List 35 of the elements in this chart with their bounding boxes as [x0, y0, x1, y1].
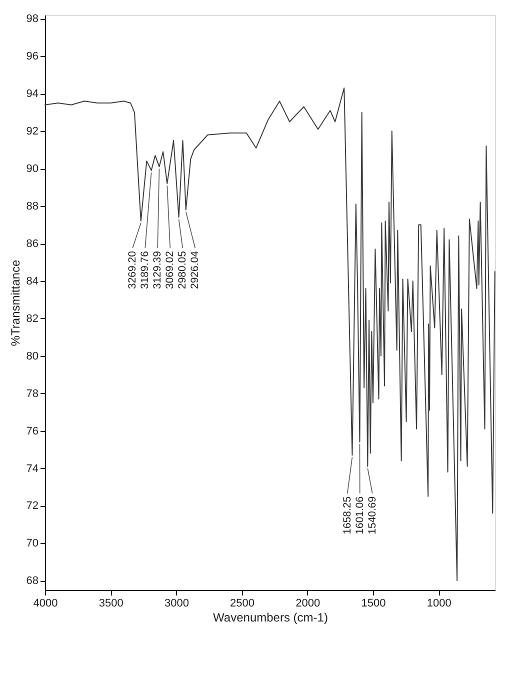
- annotation: 3189.76: [139, 250, 152, 289]
- y-tick-label: 94: [26, 88, 38, 100]
- annotation: 2926.04: [189, 250, 202, 289]
- annotation: 3069.02: [164, 250, 176, 289]
- y-tick-label: 68: [26, 575, 38, 588]
- y-tick-label: 74: [26, 462, 38, 475]
- x-tick-label: 3000: [164, 598, 189, 610]
- y-tick-label: 92: [26, 126, 38, 138]
- annotation: 1540.69: [366, 496, 378, 534]
- annotation: 2980.05: [176, 250, 189, 289]
- y-tick-label: 78: [26, 388, 38, 400]
- y-axis-title: %Transmittance: [8, 260, 22, 346]
- y-tick-label: 90: [26, 163, 38, 176]
- x-tick-label: 2000: [296, 598, 320, 610]
- annotation: 1601.06: [354, 496, 366, 534]
- line-series: [44, 88, 496, 582]
- y-tick-label: 70: [26, 538, 38, 550]
- y-tick-label: 98: [26, 13, 38, 26]
- y-tick-label: 96: [26, 50, 38, 63]
- x-tick-label: 4000: [33, 598, 58, 610]
- annotation: 1658.25: [341, 496, 354, 534]
- x-axis-title: Wavenumbers (cm-1): [213, 610, 328, 624]
- y-tick-label: 88: [26, 200, 38, 213]
- x-tick-label: 1500: [361, 598, 386, 610]
- annotation: 3269.20: [126, 250, 139, 289]
- x-tick-label: 2500: [230, 598, 255, 610]
- x-tick-label: 3500: [98, 598, 124, 610]
- x-tick-label: 1000: [426, 598, 452, 610]
- annotation: 3129.39: [152, 250, 164, 289]
- y-tick-label: 82: [26, 312, 38, 325]
- y-tick-label: 72: [26, 500, 38, 512]
- y-tick-label: 86: [26, 238, 38, 250]
- y-tick-label: 84: [26, 275, 38, 288]
- y-tick-label: 80: [26, 350, 38, 362]
- y-tick-label: 76: [26, 425, 38, 438]
